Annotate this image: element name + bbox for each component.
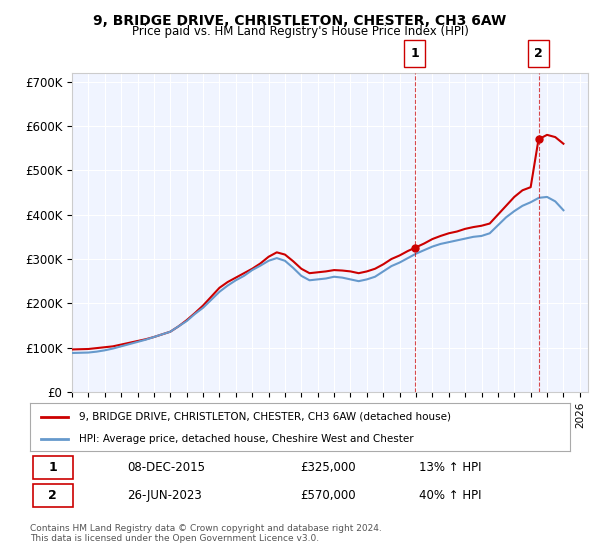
- Text: 2: 2: [49, 489, 57, 502]
- Text: 13% ↑ HPI: 13% ↑ HPI: [419, 461, 481, 474]
- Text: 1: 1: [410, 47, 419, 60]
- Text: £570,000: £570,000: [300, 489, 356, 502]
- Text: 08-DEC-2015: 08-DEC-2015: [127, 461, 205, 474]
- Text: 26-JUN-2023: 26-JUN-2023: [127, 489, 202, 502]
- Text: HPI: Average price, detached house, Cheshire West and Chester: HPI: Average price, detached house, Ches…: [79, 434, 413, 444]
- Text: 2: 2: [534, 47, 543, 60]
- FancyBboxPatch shape: [33, 484, 73, 507]
- Text: 9, BRIDGE DRIVE, CHRISTLETON, CHESTER, CH3 6AW: 9, BRIDGE DRIVE, CHRISTLETON, CHESTER, C…: [94, 14, 506, 28]
- Text: £325,000: £325,000: [300, 461, 356, 474]
- Text: 1: 1: [49, 461, 57, 474]
- Text: Contains HM Land Registry data © Crown copyright and database right 2024.
This d: Contains HM Land Registry data © Crown c…: [30, 524, 382, 543]
- Text: 40% ↑ HPI: 40% ↑ HPI: [419, 489, 481, 502]
- FancyBboxPatch shape: [33, 456, 73, 479]
- Text: Price paid vs. HM Land Registry's House Price Index (HPI): Price paid vs. HM Land Registry's House …: [131, 25, 469, 38]
- Text: 9, BRIDGE DRIVE, CHRISTLETON, CHESTER, CH3 6AW (detached house): 9, BRIDGE DRIVE, CHRISTLETON, CHESTER, C…: [79, 412, 451, 422]
